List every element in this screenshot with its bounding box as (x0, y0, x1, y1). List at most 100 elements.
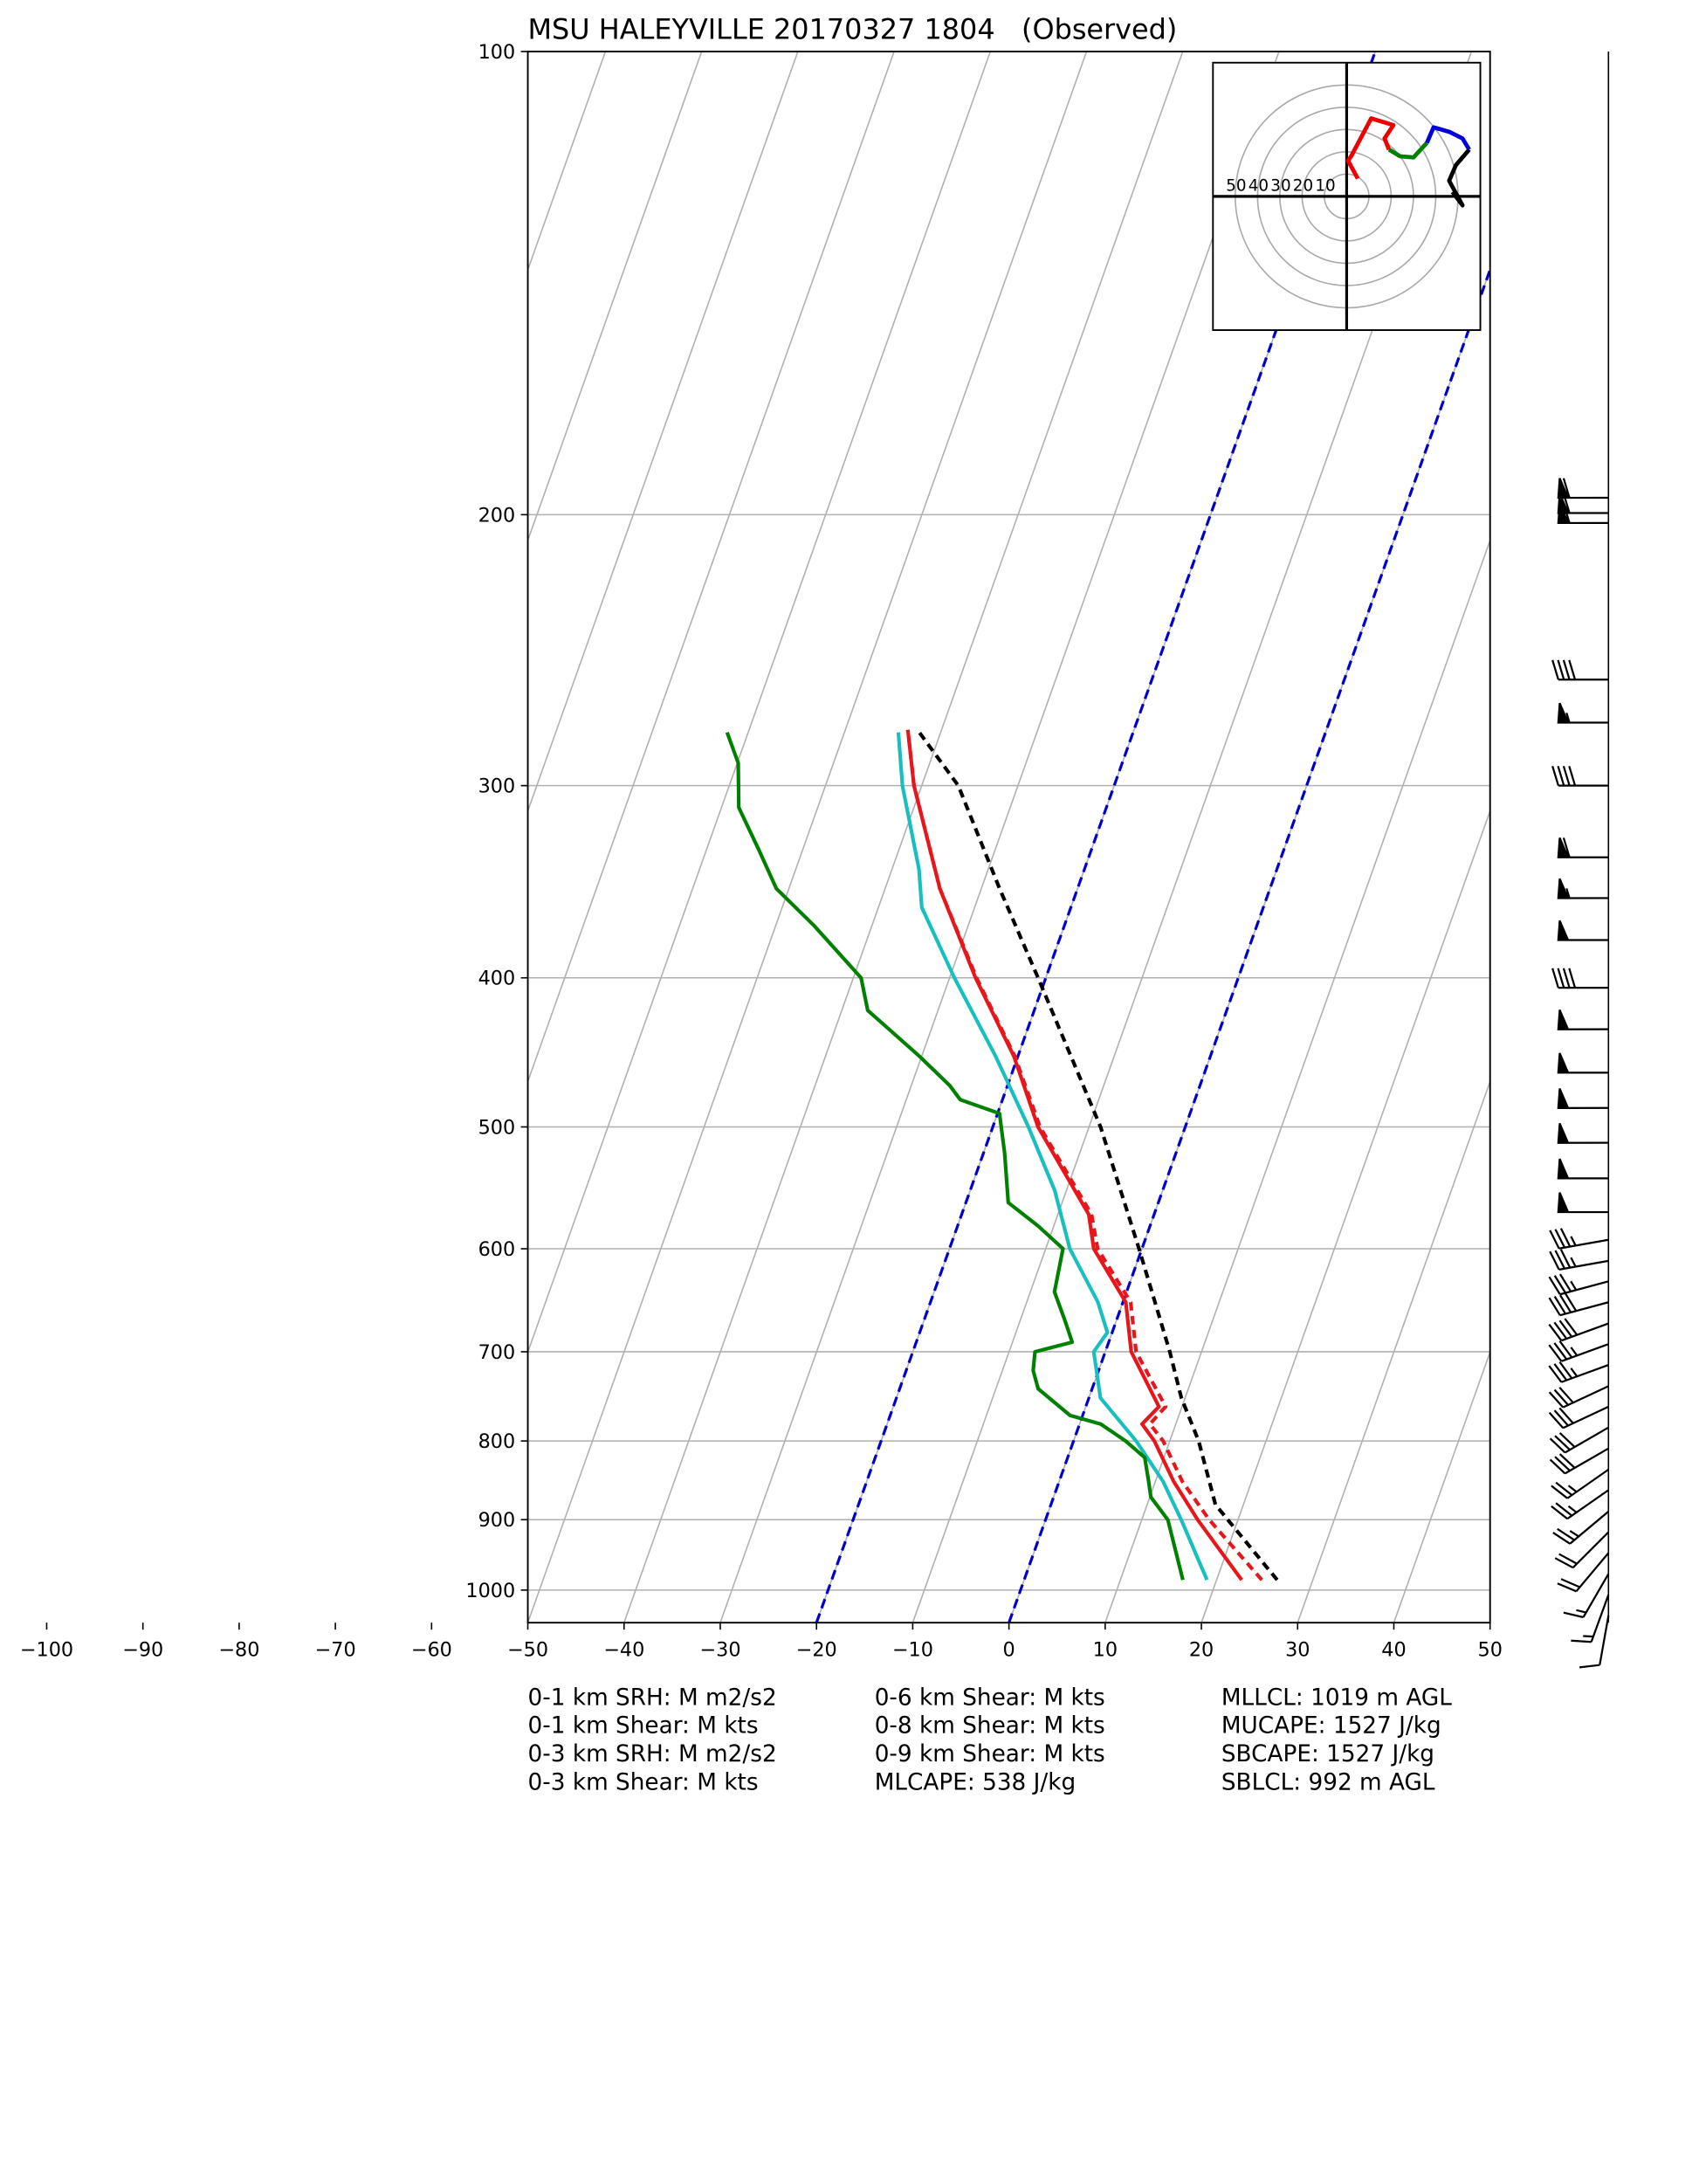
chart-title: MSU HALEYVILLE 20170327 1804 (Observed) (528, 13, 1178, 46)
wind-barb (1551, 1468, 1609, 1499)
wind-barb (1557, 1192, 1609, 1214)
wind-barb (1557, 1552, 1610, 1593)
y-tick-label: 600 (478, 1238, 516, 1261)
hodograph-ring-label: 20 (1293, 177, 1313, 196)
x-tick-label: 10 (1093, 1638, 1118, 1661)
wind-barb (1557, 837, 1609, 858)
stat-text: SBCAPE: 1527 J/kg (1221, 1741, 1434, 1767)
hodograph-ring-label: 40 (1248, 177, 1269, 196)
wind-barb (1548, 1292, 1609, 1317)
wind-barb (1549, 1426, 1609, 1454)
y-tick-label: 100 (478, 41, 516, 64)
wind-barb (1557, 1052, 1609, 1074)
stat-text: MLLCL: 1019 m AGL (1221, 1685, 1452, 1711)
isotherm (527, 52, 1088, 1623)
wind-barb (1557, 920, 1609, 941)
dashed-isotherm (815, 52, 1377, 1623)
x-tick-label: −100 (20, 1638, 73, 1661)
wind-barb (1549, 1228, 1609, 1250)
x-tick-label: −40 (603, 1638, 644, 1661)
stat-text: 0-8 km Shear: M kts (875, 1713, 1105, 1740)
isotherm (1200, 809, 1490, 1623)
stat-text: 0-1 km SRH: M m2/s2 (528, 1685, 777, 1711)
stat-text: 0-6 km Shear: M kts (875, 1685, 1105, 1711)
y-tick-label: 700 (478, 1341, 516, 1364)
isotherm (527, 52, 895, 1084)
hodograph-line (1345, 116, 1396, 180)
wind-barb (1549, 1249, 1609, 1271)
x-tick-label: −10 (892, 1638, 933, 1661)
wind-barb (1557, 1122, 1609, 1144)
profile-line (725, 731, 1185, 1581)
x-tick-label: 20 (1189, 1638, 1214, 1661)
wind-barb (1551, 968, 1609, 989)
profile-line (896, 732, 1209, 1581)
y-tick-label: 900 (478, 1509, 516, 1532)
wind-barb (1557, 878, 1609, 899)
hodograph-line (1387, 141, 1429, 160)
wind-barb (1549, 1447, 1609, 1475)
y-tick-label: 400 (478, 968, 516, 990)
isotherm (527, 52, 992, 1354)
wind-barb (1563, 1573, 1610, 1619)
stat-text: SBLCL: 992 m AGL (1221, 1769, 1435, 1795)
x-tick-label: 0 (1003, 1638, 1015, 1661)
wind-barb (1557, 503, 1609, 525)
stats: 0-1 km SRH: M m2/s20-1 km Shear: M kts0-… (528, 1685, 1453, 1795)
wind-barb (1557, 1088, 1609, 1109)
hodograph-labels: 50 40 30 20 10 (1226, 177, 1335, 196)
hodograph-ring-label: 50 (1226, 177, 1246, 196)
wind-barb (1579, 1615, 1610, 1669)
plot-area (527, 52, 1490, 1623)
hodograph-line (1425, 125, 1471, 151)
x-tick-label: −30 (699, 1638, 740, 1661)
stat-text: 0-3 km SRH: M m2/s2 (528, 1741, 777, 1767)
wind-barb (1557, 1158, 1609, 1180)
wind-barb (1571, 1594, 1610, 1643)
y-tick-label: 500 (478, 1116, 516, 1139)
stat-text: 0-1 km Shear: M kts (528, 1713, 759, 1740)
wind-barb (1548, 1361, 1609, 1383)
profile-line (916, 728, 1279, 1581)
x-tick-label: 50 (1478, 1638, 1503, 1661)
hodograph (1213, 62, 1481, 331)
profile-line (905, 729, 1243, 1581)
hodograph-ring-label: 10 (1315, 177, 1335, 196)
x-tick-label: −80 (218, 1638, 259, 1661)
wind-barb (1551, 1489, 1609, 1520)
wind-barb (1548, 1340, 1609, 1362)
isotherm (1393, 1349, 1490, 1623)
x-tick-label: −50 (507, 1638, 548, 1661)
wind-barb (1548, 1405, 1609, 1430)
y-tick-label: 300 (478, 775, 516, 798)
isotherm (1297, 1079, 1490, 1623)
wind-barb (1548, 1273, 1609, 1296)
isotherm (623, 52, 1184, 1623)
y-tick-label: 1000 (465, 1580, 515, 1602)
dashed-isotherm (1008, 265, 1490, 1623)
wind-barb (1548, 1385, 1609, 1409)
x-tick-label: −90 (122, 1638, 163, 1661)
x-tick-label: −70 (315, 1638, 356, 1661)
stat-text: MLCAPE: 538 J/kg (875, 1769, 1076, 1795)
stat-text: MUCAPE: 1527 J/kg (1221, 1713, 1441, 1740)
hodograph-ring-label: 30 (1270, 177, 1290, 196)
x-tick-label: 30 (1285, 1638, 1310, 1661)
profiles (725, 728, 1279, 1581)
hodograph-line (1447, 148, 1471, 208)
wind-barb (1557, 1009, 1609, 1030)
stat-text: 0-3 km Shear: M kts (528, 1769, 759, 1795)
isotherm (719, 52, 1280, 1623)
stat-text: 0-9 km Shear: M kts (875, 1741, 1105, 1767)
wind-barb (1554, 1531, 1610, 1569)
wind-barb (1551, 765, 1609, 787)
isotherm (527, 52, 703, 543)
wind-barb (1548, 1318, 1609, 1342)
y-tick-label: 800 (478, 1430, 516, 1453)
wind-barb (1557, 702, 1609, 724)
isotherm (527, 52, 799, 814)
